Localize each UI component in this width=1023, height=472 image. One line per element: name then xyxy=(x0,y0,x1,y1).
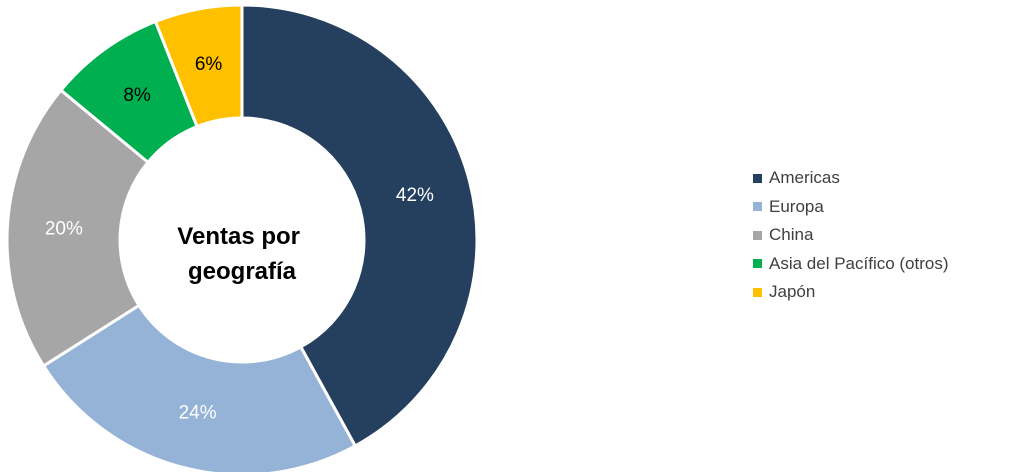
legend-swatch-americas xyxy=(753,173,762,183)
center-title: Ventas por geografía xyxy=(177,223,306,285)
legend-item-asia-pacifico: Asia del Pacífico (otros) xyxy=(753,250,949,279)
data-label-china: 20% xyxy=(45,218,83,239)
data-label-americas: 42% xyxy=(396,185,434,206)
data-label-japon: 6% xyxy=(195,54,223,75)
legend-label-japon: Japón xyxy=(769,282,816,302)
legend-swatch-japon xyxy=(753,287,762,297)
donut-chart: 42% 24% 20% 8% 6% Ventas por geografía xyxy=(5,3,479,472)
legend-swatch-europa xyxy=(753,202,762,212)
center-title-line-2: geografía xyxy=(188,258,297,285)
legend-item-china: China xyxy=(753,221,949,250)
donut-slices xyxy=(5,3,479,472)
legend: Americas Europa China Asia del Pacífico … xyxy=(753,164,949,307)
center-title-line-1: Ventas por xyxy=(177,223,300,250)
slice-europa xyxy=(41,303,358,472)
legend-label-europa: Europa xyxy=(769,196,824,216)
legend-item-americas: Americas xyxy=(753,164,949,193)
legend-swatch-china xyxy=(753,230,762,240)
data-label-asia-del-pacifico-otros: 8% xyxy=(123,85,151,106)
data-label-europa: 24% xyxy=(179,402,217,423)
legend-item-europa: Europa xyxy=(753,193,949,222)
slice-japon xyxy=(153,3,244,129)
legend-label-asia-pacifico: Asia del Pacífico (otros) xyxy=(769,253,949,273)
legend-label-china: China xyxy=(769,225,814,245)
legend-label-americas: Americas xyxy=(769,168,840,188)
slice-china xyxy=(5,88,151,368)
slice-labels: 42% 24% 20% 8% 6% xyxy=(45,54,434,423)
slice-americas xyxy=(240,3,479,448)
legend-item-japon: Japón xyxy=(753,278,949,307)
legend-swatch-asia-pacifico xyxy=(753,259,762,269)
